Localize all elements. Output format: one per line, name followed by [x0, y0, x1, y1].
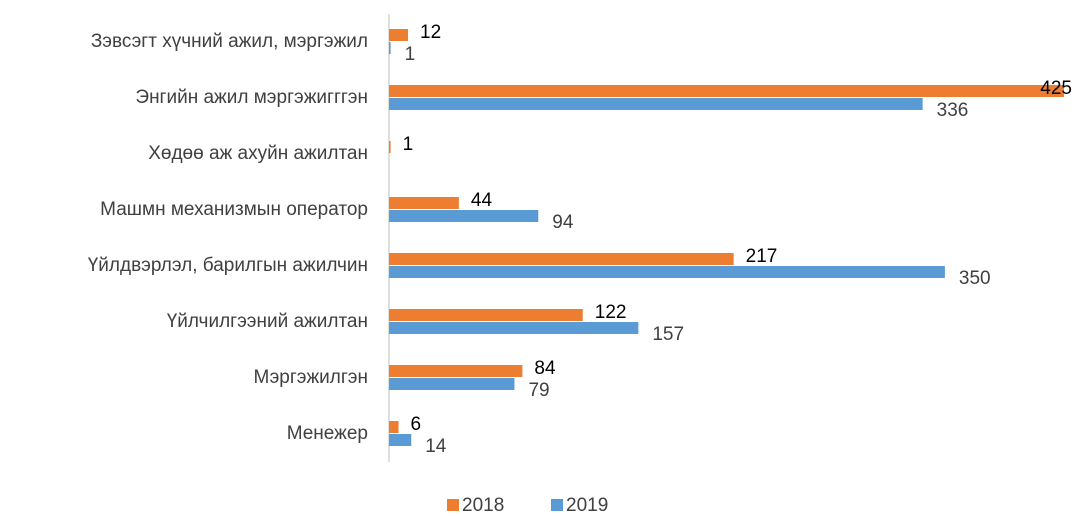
bar: [389, 210, 539, 222]
category-label: Үйлчилгээний ажилтан: [167, 311, 368, 332]
category-label: Менежер: [287, 423, 368, 444]
value-label: 6: [411, 414, 422, 435]
category-label: Энгийн ажил мэргэжигггэн: [135, 87, 368, 108]
value-label: 425: [1040, 78, 1072, 99]
category-label: Үйлдвэрлэл, барилгын ажилчин: [88, 255, 368, 276]
value-label: 79: [528, 380, 549, 401]
legend-swatch: [447, 499, 459, 511]
bar: [389, 309, 583, 321]
bar: [389, 421, 399, 433]
category-label: Мэргэжилгэн: [254, 367, 368, 388]
bar: [389, 29, 409, 41]
bar: [389, 434, 412, 446]
value-label: 336: [937, 100, 969, 121]
bar: [389, 322, 639, 334]
bar: [389, 98, 923, 110]
category-label: Машмн механизмын оператор: [100, 199, 368, 220]
value-label: 1: [405, 44, 416, 65]
legend-label: 2018: [462, 495, 504, 516]
bar: [389, 42, 391, 54]
value-label: 157: [652, 324, 684, 345]
value-label: 94: [552, 212, 574, 233]
bar: [389, 197, 459, 209]
value-label: 122: [595, 302, 627, 323]
legend-swatch: [551, 499, 563, 511]
value-label: 350: [959, 268, 991, 289]
bar: [389, 266, 945, 278]
value-label: 12: [420, 22, 441, 43]
value-label: 84: [534, 358, 556, 379]
category-label: Зэвсэгт хүчний ажил, мэргэжил: [91, 31, 368, 52]
legend-label: 2019: [566, 495, 608, 516]
value-label: 217: [746, 246, 778, 267]
bar: [389, 141, 391, 153]
value-label: 44: [471, 190, 493, 211]
value-label: 14: [425, 436, 447, 457]
value-label: 1: [403, 134, 414, 155]
bar: [389, 378, 515, 390]
bar: [389, 365, 523, 377]
category-label: Хөдөө аж ахуйн ажилтан: [148, 143, 368, 164]
bar: [389, 253, 734, 265]
bar: [389, 85, 1064, 97]
